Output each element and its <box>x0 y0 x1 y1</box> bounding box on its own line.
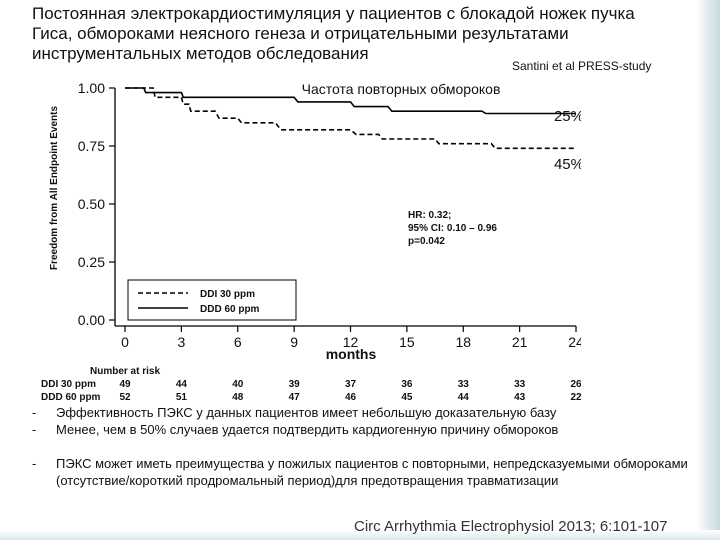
x-tick-label: 9 <box>290 334 298 350</box>
y-tick-label: 0.00 <box>78 312 105 328</box>
y-tick-label: 0.75 <box>78 138 105 154</box>
title-line: Гиса, обмороками неясного генеза и отриц… <box>32 24 569 43</box>
risk-value: 37 <box>345 379 357 390</box>
risk-value: 26 <box>570 379 581 390</box>
risk-value: 49 <box>119 379 131 390</box>
risk-value: 48 <box>232 392 244 403</box>
y-tick-label: 0.25 <box>78 254 105 270</box>
hr-annotation-line: 95% CI: 0.10 – 0.96 <box>408 223 497 234</box>
survival-chart-svg: Частота повторных обмороков Freedom from… <box>41 80 581 403</box>
risk-table-title: Number at risk <box>90 366 160 377</box>
survival-chart: Частота повторных обмороков Freedom from… <box>33 78 581 408</box>
legend-label: DDD 60 ppm <box>200 304 260 315</box>
bullet-list: - Эффективность ПЭКС у данных пациентов … <box>32 404 692 489</box>
risk-row-label: DDD 60 ppm <box>41 392 101 403</box>
bullet-text: Менее, чем в 50% случаев удается подтвер… <box>56 422 559 437</box>
title-line: инструментальных методов обследования <box>32 44 369 63</box>
risk-value: 22 <box>570 392 581 403</box>
risk-value: 51 <box>176 392 188 403</box>
x-tick-label: 3 <box>177 334 185 350</box>
slide-frame-bottom <box>0 530 720 540</box>
x-tick-label: 15 <box>399 334 415 350</box>
y-axis-label: Freedom from All Endpoint Events <box>49 106 60 271</box>
y-tick-label: 0.50 <box>78 196 105 212</box>
risk-value: 45 <box>401 392 413 403</box>
risk-value: 44 <box>458 392 470 403</box>
x-tick-label: 24 <box>568 334 581 350</box>
bullet-item: - Менее, чем в 50% случаев удается подтв… <box>32 421 692 438</box>
x-axis-label: months <box>326 346 377 362</box>
x-tick-label: 0 <box>121 334 129 350</box>
risk-value: 47 <box>289 392 301 403</box>
risk-value: 44 <box>176 379 188 390</box>
bullet-dash: - <box>32 422 37 437</box>
hr-annotation-line: HR: 0.32; <box>408 210 451 221</box>
risk-value: 52 <box>119 392 131 403</box>
title-line: Постоянная электрокардиостимуляция у пац… <box>32 4 635 23</box>
slide-frame-right <box>696 0 720 540</box>
y-tick-label: 1.00 <box>78 80 105 96</box>
x-tick-label: 18 <box>455 334 471 350</box>
annotation-45-percent: 45% <box>554 156 581 173</box>
risk-value: 33 <box>458 379 470 390</box>
journal-reference: Circ Arrhythmia Electrophysiol 2013; 6:1… <box>354 518 668 535</box>
bullet-spacer <box>32 438 692 455</box>
risk-value: 39 <box>289 379 301 390</box>
x-tick-label: 12 <box>343 334 359 350</box>
risk-value: 46 <box>345 392 357 403</box>
slide-title: Постоянная электрокардиостимуляция у пац… <box>32 4 692 64</box>
risk-row-label: DDI 30 ppm <box>41 379 96 390</box>
hr-annotation-line: p=0.042 <box>408 236 445 247</box>
series-line-ddi-30 <box>125 87 576 150</box>
bullet-dash: - <box>32 405 37 420</box>
risk-value: 40 <box>232 379 244 390</box>
x-tick-label: 6 <box>234 334 242 350</box>
risk-value: 43 <box>514 392 526 403</box>
bullet-text: Эффективность ПЭКС у данных пациентов им… <box>56 405 557 420</box>
bullet-text: ПЭКС может иметь преимущества у пожилых … <box>56 456 688 488</box>
bullet-dash: - <box>32 456 37 471</box>
risk-value: 36 <box>401 379 413 390</box>
series-line-ddd-60 <box>125 87 576 115</box>
legend-box <box>127 279 297 321</box>
legend-label: DDI 30 ppm <box>200 289 255 300</box>
risk-value: 33 <box>514 379 526 390</box>
bullet-item: - ПЭКС может иметь преимущества у пожилы… <box>32 455 692 489</box>
annotation-25-percent: 25% <box>554 108 581 125</box>
bullet-item: - Эффективность ПЭКС у данных пациентов … <box>32 404 692 421</box>
study-citation: Santini et al PRESS-study <box>512 59 652 73</box>
x-tick-label: 21 <box>512 334 528 350</box>
chart-title: Частота повторных обмороков <box>302 81 501 97</box>
